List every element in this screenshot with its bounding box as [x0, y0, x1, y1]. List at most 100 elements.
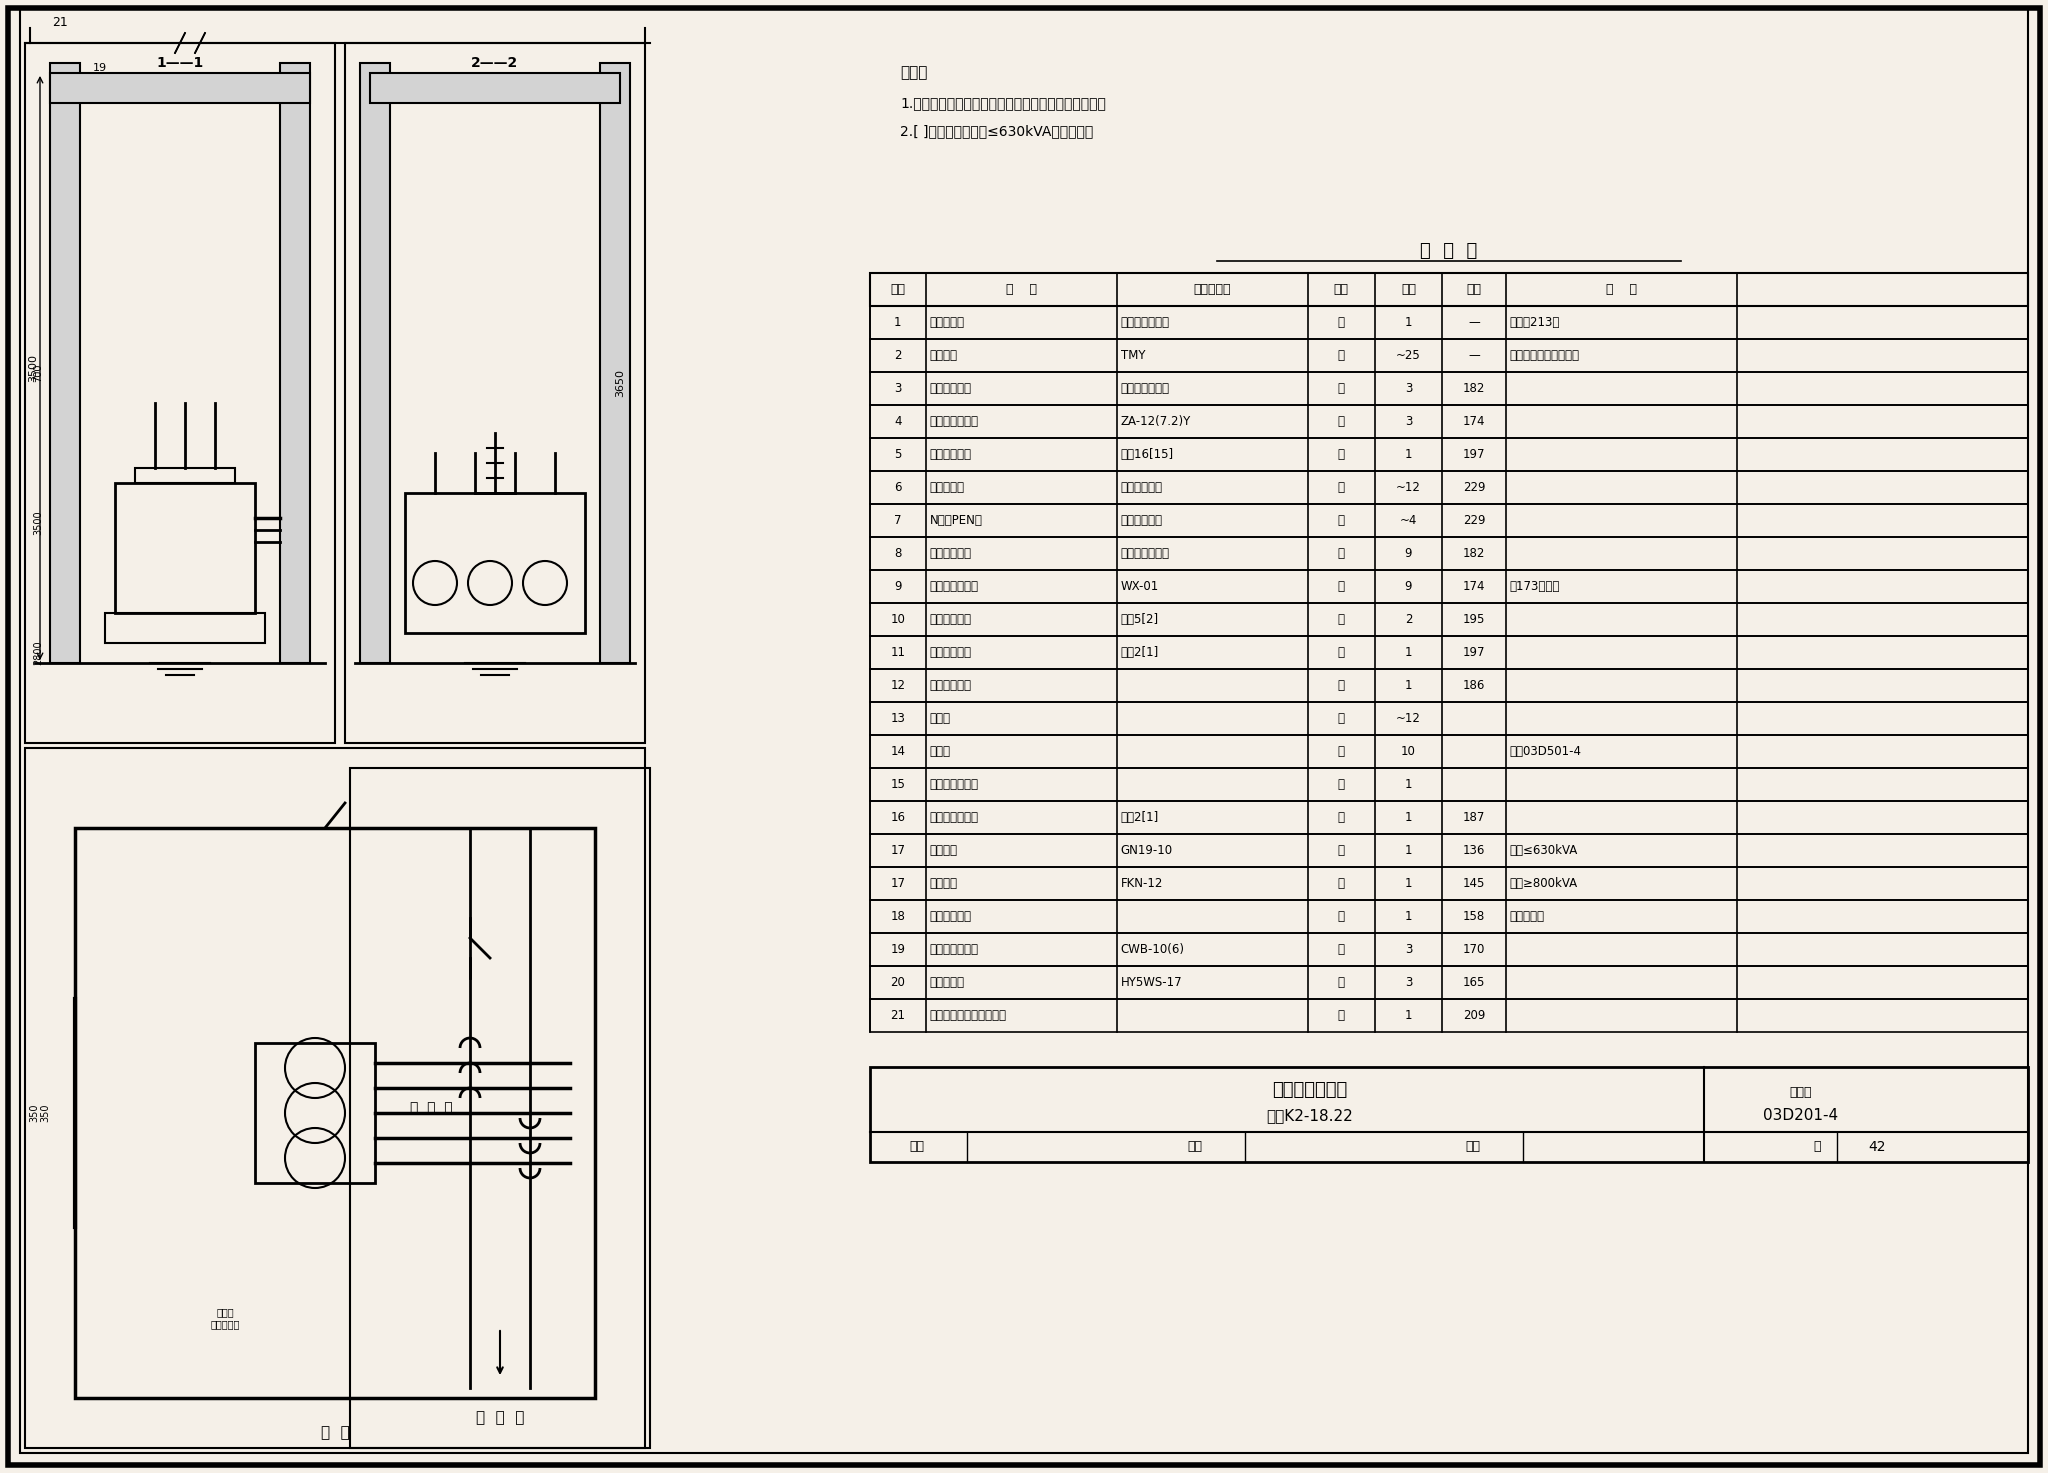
Text: 3: 3	[895, 382, 901, 395]
Text: 接地见213页: 接地见213页	[1509, 317, 1561, 328]
Text: 高压支柱绝缘子: 高压支柱绝缘子	[930, 415, 979, 429]
Text: 17: 17	[891, 876, 905, 890]
Text: 临时接地接线柱: 临时接地接线柱	[930, 778, 979, 791]
Text: 米: 米	[1337, 514, 1346, 527]
Text: 说明：: 说明：	[899, 65, 928, 81]
Text: 电车线路绝缘子: 电车线路绝缘子	[930, 580, 979, 594]
Bar	[870, 966, 2028, 999]
Text: 12: 12	[891, 679, 905, 692]
Text: 136: 136	[1462, 844, 1485, 857]
Text: FKN-12: FKN-12	[1120, 876, 1163, 890]
Text: 个: 个	[1337, 977, 1346, 988]
Text: 高压避雷器: 高压避雷器	[930, 977, 965, 988]
Text: 台: 台	[1337, 844, 1346, 857]
Bar	[115, 483, 256, 613]
Text: 负荷开关: 负荷开关	[930, 876, 958, 890]
Bar	[870, 900, 2028, 932]
Text: 1: 1	[1405, 876, 1413, 890]
Text: ~4: ~4	[1399, 514, 1417, 527]
Text: 2: 2	[895, 349, 901, 362]
Text: 1: 1	[1405, 812, 1413, 823]
Text: WX-01: WX-01	[1120, 580, 1159, 594]
Text: 182: 182	[1462, 382, 1485, 395]
Text: 16: 16	[891, 812, 905, 823]
Text: 197: 197	[1462, 647, 1485, 658]
Bar	[371, 74, 621, 103]
Text: 按173页装配: 按173页装配	[1509, 580, 1561, 594]
Text: 付: 付	[1337, 546, 1346, 560]
Bar	[870, 932, 2028, 966]
Text: 个: 个	[1337, 943, 1346, 956]
Text: 9: 9	[1405, 546, 1413, 560]
Text: 个: 个	[1337, 745, 1346, 759]
Text: 规格按变压器容量确定: 规格按变压器容量确定	[1509, 349, 1579, 362]
Bar	[870, 669, 2028, 703]
Text: 米: 米	[1337, 711, 1346, 725]
Text: 型号及规格: 型号及规格	[1194, 283, 1231, 296]
Bar	[870, 538, 2028, 570]
Text: 9: 9	[895, 580, 901, 594]
Text: 197: 197	[1462, 448, 1485, 461]
Text: 固定钩: 固定钩	[930, 745, 950, 759]
Text: N线或PEN线: N线或PEN线	[930, 514, 983, 527]
Text: 设计: 设计	[1466, 1140, 1481, 1153]
Text: 158: 158	[1462, 910, 1485, 924]
Text: 6: 6	[895, 482, 901, 493]
Text: 187: 187	[1462, 812, 1485, 823]
Text: ~12: ~12	[1397, 482, 1421, 493]
Bar	[350, 767, 649, 1448]
Text: 接地线
至接地极置: 接地线 至接地极置	[211, 1307, 240, 1329]
Text: ~12: ~12	[1397, 711, 1421, 725]
Text: 低压母线支架: 低压母线支架	[930, 647, 971, 658]
Bar	[25, 43, 336, 742]
Text: 高压架空引入线拉紧装置: 高压架空引入线拉紧装置	[930, 1009, 1006, 1022]
Text: 3: 3	[1405, 977, 1413, 988]
Text: 2800: 2800	[33, 641, 43, 666]
Text: 主  接  线: 主 接 线	[475, 1411, 524, 1426]
Text: 低压母线支架: 低压母线支架	[930, 613, 971, 626]
Text: 5: 5	[895, 448, 901, 461]
Text: 页: 页	[1812, 1140, 1821, 1153]
Text: 1: 1	[1405, 317, 1413, 328]
Text: 3500: 3500	[33, 511, 43, 535]
Bar	[870, 735, 2028, 767]
Text: 型式2[1]: 型式2[1]	[1120, 812, 1159, 823]
Text: 350
350: 350 350	[29, 1103, 51, 1122]
Bar	[76, 828, 596, 1398]
Text: 付: 付	[1337, 382, 1346, 395]
Bar	[870, 437, 2028, 471]
Text: 13: 13	[891, 711, 905, 725]
Text: 户外式穿墙套管: 户外式穿墙套管	[930, 943, 979, 956]
Text: 4: 4	[895, 415, 901, 429]
Text: 21: 21	[51, 16, 68, 29]
Bar	[104, 613, 264, 644]
Text: 低压母线夹板: 低压母线夹板	[930, 679, 971, 692]
Bar	[870, 471, 2028, 504]
Text: 数量: 数量	[1401, 283, 1415, 296]
Text: 1: 1	[1405, 679, 1413, 692]
Text: 个: 个	[1337, 415, 1346, 429]
Bar	[344, 43, 645, 742]
Text: 9: 9	[1405, 580, 1413, 594]
Text: 个: 个	[1337, 448, 1346, 461]
Text: 21: 21	[891, 1009, 905, 1022]
Text: 方案K2-18.22: 方案K2-18.22	[1266, 1108, 1354, 1124]
Text: 3500: 3500	[29, 354, 39, 382]
Text: 2——2: 2——2	[471, 56, 518, 71]
Text: CWB-10(6): CWB-10(6)	[1120, 943, 1184, 956]
Text: 平  面: 平 面	[322, 1426, 350, 1441]
Text: 174: 174	[1462, 580, 1485, 594]
Text: 1: 1	[1405, 910, 1413, 924]
Text: 型式16[15]: 型式16[15]	[1120, 448, 1174, 461]
Text: 1: 1	[1405, 778, 1413, 791]
Text: 182: 182	[1462, 546, 1485, 560]
Text: 付: 付	[1337, 679, 1346, 692]
Bar	[870, 373, 2028, 405]
Text: ZA-12(7.2)Y: ZA-12(7.2)Y	[1120, 415, 1190, 429]
Text: 接地线: 接地线	[930, 711, 950, 725]
Text: 2: 2	[1405, 613, 1413, 626]
Text: 手力操动机构: 手力操动机构	[930, 910, 971, 924]
Text: 台: 台	[1337, 317, 1346, 328]
Text: TMY: TMY	[1120, 349, 1145, 362]
Text: 按母线截面确定: 按母线截面确定	[1120, 382, 1169, 395]
